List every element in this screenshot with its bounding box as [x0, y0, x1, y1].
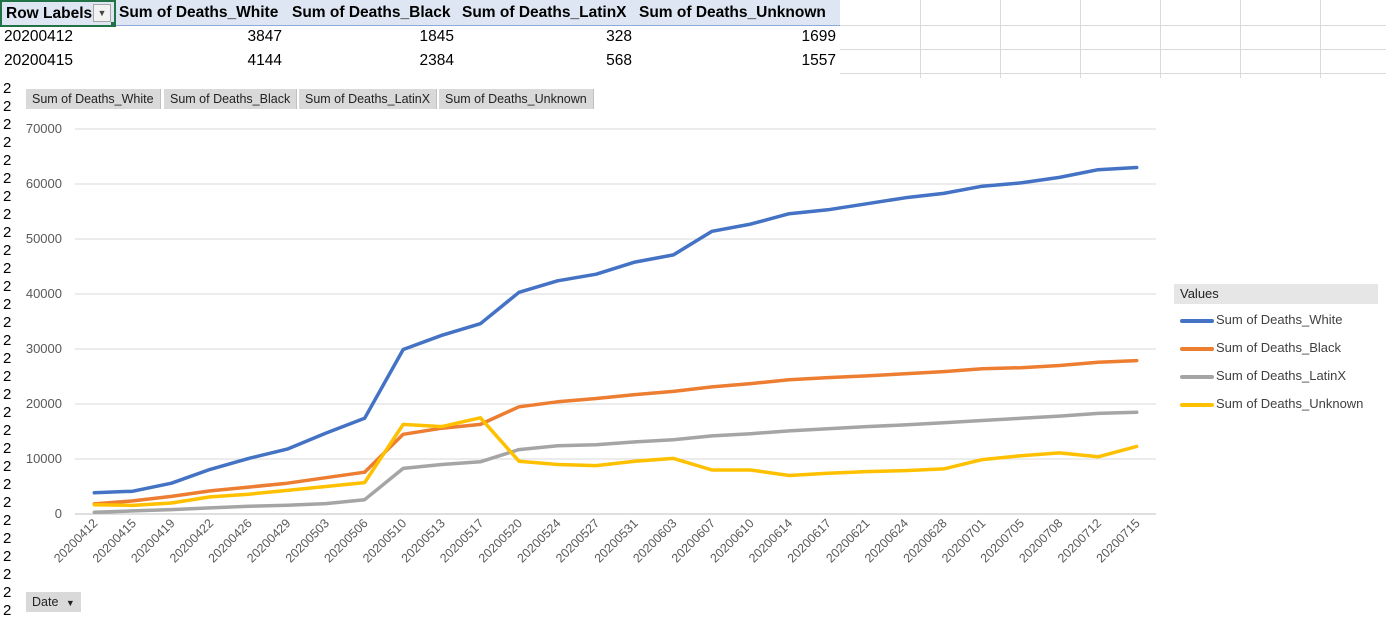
field-button-deaths-unknown[interactable]: Sum of Deaths_Unknown: [439, 89, 594, 109]
row-label-fragment: 2: [3, 440, 12, 457]
legend-swatch: [1180, 318, 1214, 323]
row-label-cell[interactable]: 20200415: [4, 52, 73, 69]
field-button-deaths-black[interactable]: Sum of Deaths_Black: [164, 89, 298, 109]
row-label-fragment: 2: [3, 548, 12, 565]
y-tick-label: 50000: [26, 231, 62, 246]
y-tick-label: 60000: [26, 176, 62, 191]
row-label-fragment: 2: [3, 116, 12, 133]
pivot-table: Row Labels ▼ Sum of Deaths_White Sum of …: [0, 0, 1386, 80]
legend-label: Sum of Deaths_White: [1216, 312, 1343, 327]
header-deaths-white[interactable]: Sum of Deaths_White: [116, 0, 288, 26]
row-label-fragment: 2: [3, 134, 12, 151]
row-label-fragment: 2: [3, 260, 12, 277]
row-label-fragment: 2: [3, 296, 12, 313]
row-label-fragment: 2: [3, 386, 12, 403]
row-label-fragment: 2: [3, 188, 12, 205]
legend-item[interactable]: Sum of Deaths_LatinX: [1180, 366, 1346, 386]
value-cell[interactable]: 3847: [247, 28, 282, 45]
row-label-fragment: 2: [3, 584, 12, 601]
header-deaths-unknown[interactable]: Sum of Deaths_Unknown: [636, 0, 840, 26]
value-cell[interactable]: 1845: [419, 28, 454, 45]
legend-item[interactable]: Sum of Deaths_Black: [1180, 338, 1341, 358]
legend-label: Sum of Deaths_LatinX: [1216, 368, 1347, 383]
row-label-fragment: 2: [3, 494, 12, 511]
legend-title[interactable]: Values: [1174, 284, 1378, 304]
row-label-fragment: 2: [3, 98, 12, 115]
plot-area: 0100002000030000400005000060000700002020…: [26, 121, 1156, 565]
header-deaths-black[interactable]: Sum of Deaths_Black: [288, 0, 458, 26]
grid-row-line: [840, 49, 1386, 50]
row-labels-text: Row Labels: [6, 5, 93, 22]
row-label-fragment: 2: [3, 332, 12, 349]
row-label-fragment: 2: [3, 512, 12, 529]
row-label-fragment: 2: [3, 530, 12, 547]
row-label-fragment: 2: [3, 368, 12, 385]
selection-handle[interactable]: [111, 22, 116, 27]
legend-swatch: [1180, 346, 1214, 351]
y-tick-label: 40000: [26, 286, 62, 301]
y-tick-label: 10000: [26, 451, 62, 466]
value-cell[interactable]: 1699: [801, 28, 836, 45]
row-label-fragment: 2: [3, 206, 12, 223]
value-cell[interactable]: 4144: [247, 52, 282, 69]
legend-label: Sum of Deaths_Unknown: [1216, 396, 1364, 411]
field-button-deaths-white[interactable]: Sum of Deaths_White: [26, 89, 161, 109]
row-label-fragment: 2: [3, 566, 12, 583]
grid-column-line: [1160, 0, 1161, 78]
row-label-fragment: 2: [3, 80, 12, 97]
y-tick-label: 70000: [26, 121, 62, 136]
row-label-fragment: 2: [3, 602, 12, 619]
value-cell[interactable]: 568: [606, 52, 632, 69]
grid-column-line: [1080, 0, 1081, 78]
legend-item[interactable]: Sum of Deaths_Unknown: [1180, 394, 1363, 414]
grid-column-line: [1000, 0, 1001, 78]
grid-row-line: [840, 25, 1386, 26]
date-field-label: Date: [32, 595, 59, 609]
row-label-fragment: 2: [3, 458, 12, 475]
row-label-fragment: 2: [3, 224, 12, 241]
y-tick-label: 20000: [26, 396, 62, 411]
legend-swatch: [1180, 374, 1214, 379]
grid-column-line: [1320, 0, 1321, 78]
legend-item[interactable]: Sum of Deaths_White: [1180, 310, 1342, 330]
grid-row-line: [840, 73, 1386, 74]
row-label-cell[interactable]: 20200412: [4, 28, 73, 45]
row-label-fragment: 2: [3, 350, 12, 367]
series-line: [92, 416, 1139, 508]
grid-column-line: [1240, 0, 1241, 78]
header-deaths-latinx[interactable]: Sum of Deaths_LatinX: [458, 0, 636, 26]
row-label-fragment: 2: [3, 242, 12, 259]
y-tick-label: 0: [55, 506, 62, 521]
value-cell[interactable]: 1557: [801, 52, 836, 69]
field-button-deaths-latinx[interactable]: Sum of Deaths_LatinX: [299, 89, 438, 109]
date-field-button[interactable]: Date ▼: [26, 592, 81, 612]
legend-label: Sum of Deaths_Black: [1216, 340, 1342, 355]
grid-column-line: [920, 0, 921, 78]
row-labels-filter-button[interactable]: ▼: [93, 4, 111, 22]
series-line: [92, 410, 1139, 514]
row-label-fragment: 2: [3, 404, 12, 421]
value-cell[interactable]: 2384: [419, 52, 454, 69]
row-label-fragment: 2: [3, 476, 12, 493]
series-line: [92, 358, 1139, 506]
pivot-chart[interactable]: Sum of Deaths_White Sum of Deaths_Black …: [18, 80, 1386, 622]
row-label-fragment: 2: [3, 278, 12, 295]
y-tick-label: 30000: [26, 341, 62, 356]
legend-swatch: [1180, 402, 1214, 407]
row-label-fragment: 2: [3, 170, 12, 187]
row-label-fragment: 2: [3, 422, 12, 439]
row-label-fragment: 2: [3, 314, 12, 331]
row-label-fragment: 2: [3, 152, 12, 169]
series-line: [92, 165, 1139, 495]
chevron-down-icon: ▼: [65, 598, 75, 608]
value-cell[interactable]: 328: [606, 28, 632, 45]
